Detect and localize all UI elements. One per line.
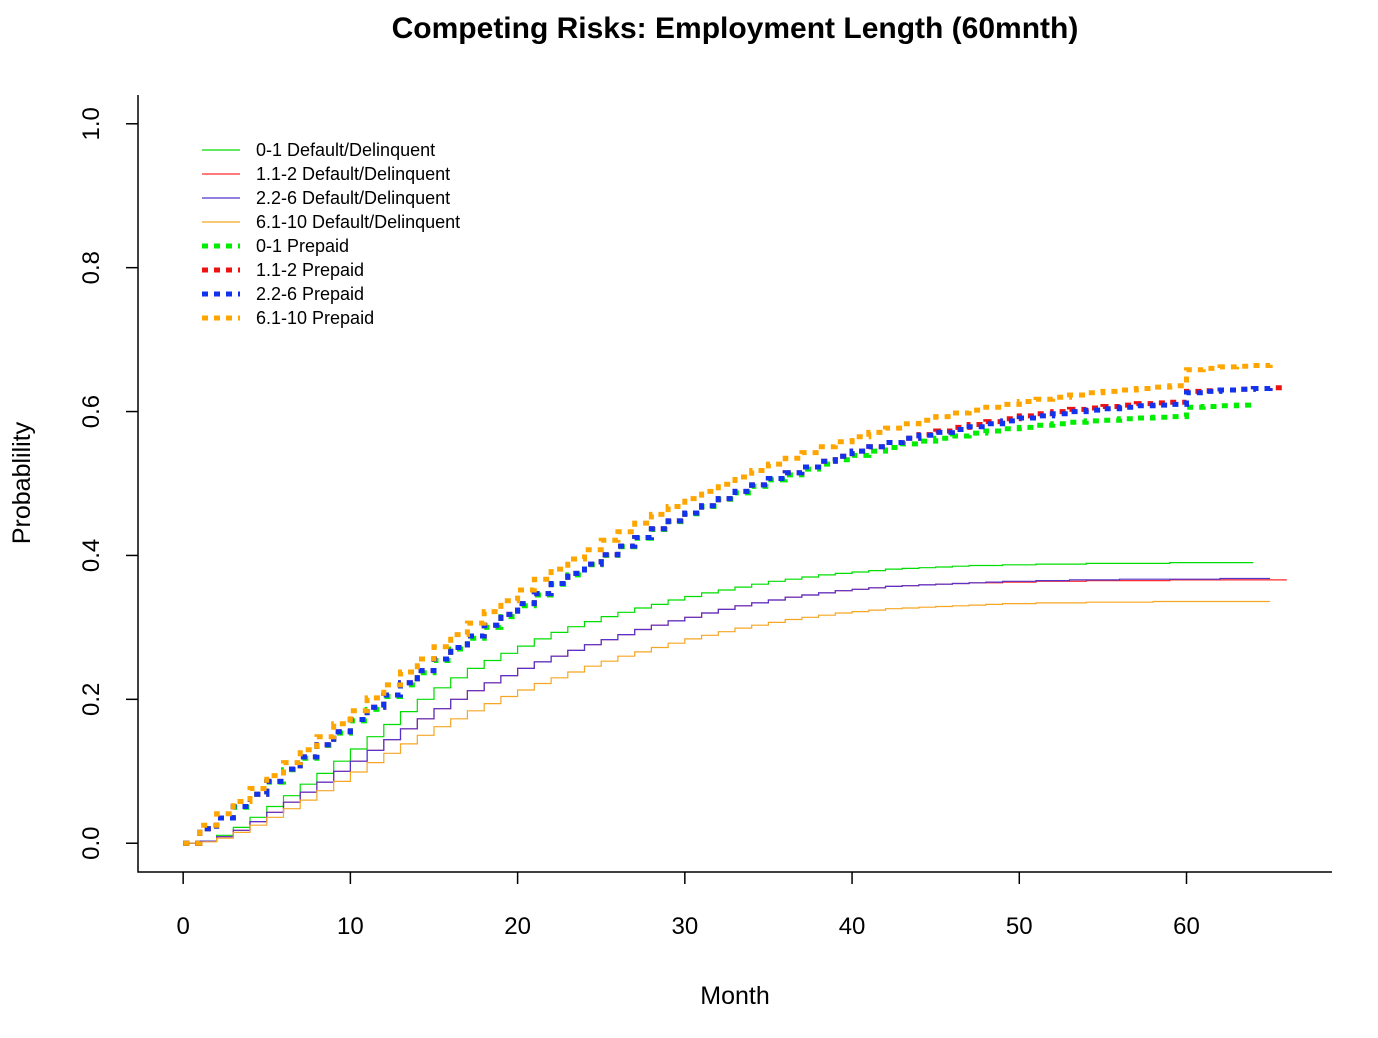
x-tick-label: 50 bbox=[1006, 913, 1033, 940]
y-tick-label: 0.2 bbox=[78, 683, 105, 716]
x-tick-label: 30 bbox=[671, 913, 698, 940]
legend: 0-1 Default/Delinquent 1.1-2 Default/Deli… bbox=[202, 140, 460, 328]
series-line-6 bbox=[183, 385, 1287, 846]
y-tick-label: 0.0 bbox=[78, 827, 105, 860]
plot-lines bbox=[183, 363, 1287, 846]
legend-label: 6.1-10 Prepaid bbox=[256, 308, 374, 328]
x-axis-label: Month bbox=[700, 982, 769, 1010]
y-tick-label: 1.0 bbox=[78, 107, 105, 140]
x-tick-label: 60 bbox=[1173, 913, 1200, 940]
y-tick-label: 0.8 bbox=[78, 251, 105, 284]
x-tick-label: 20 bbox=[504, 913, 531, 940]
x-tick-label: 40 bbox=[839, 913, 866, 940]
series-line-7 bbox=[183, 386, 1273, 846]
series-line-8 bbox=[183, 363, 1273, 846]
legend-label: 2.2-6 Default/Delinquent bbox=[256, 188, 450, 208]
x-tick-label: 10 bbox=[337, 913, 364, 940]
legend-label: 2.2-6 Prepaid bbox=[256, 284, 364, 304]
legend-label: 0-1 Default/Delinquent bbox=[256, 140, 435, 160]
legend-label: 1.1-2 Default/Delinquent bbox=[256, 164, 450, 184]
x-tick-label: 0 bbox=[176, 913, 189, 940]
legend-label: 0-1 Prepaid bbox=[256, 236, 349, 256]
y-axis-label: Probablility bbox=[8, 421, 36, 544]
chart-title: Competing Risks: Employment Length (60mn… bbox=[392, 12, 1079, 45]
series-line-3 bbox=[183, 577, 1271, 844]
axes: 0 10 20 30 40 50 60 0.0 0.2 0.4 0.6 0.8 1.0 bbox=[78, 95, 1332, 940]
legend-label: 6.1-10 Default/Delinquent bbox=[256, 212, 460, 232]
series-line-2 bbox=[183, 579, 1287, 844]
series-line-4 bbox=[183, 600, 1271, 844]
axis-frame bbox=[137, 95, 1332, 873]
y-tick-label: 0.4 bbox=[78, 539, 105, 572]
legend-label: 1.1-2 Prepaid bbox=[256, 260, 364, 280]
y-tick-label: 0.6 bbox=[78, 395, 105, 428]
series-line-1 bbox=[183, 562, 1254, 844]
series-line-5 bbox=[183, 402, 1256, 846]
